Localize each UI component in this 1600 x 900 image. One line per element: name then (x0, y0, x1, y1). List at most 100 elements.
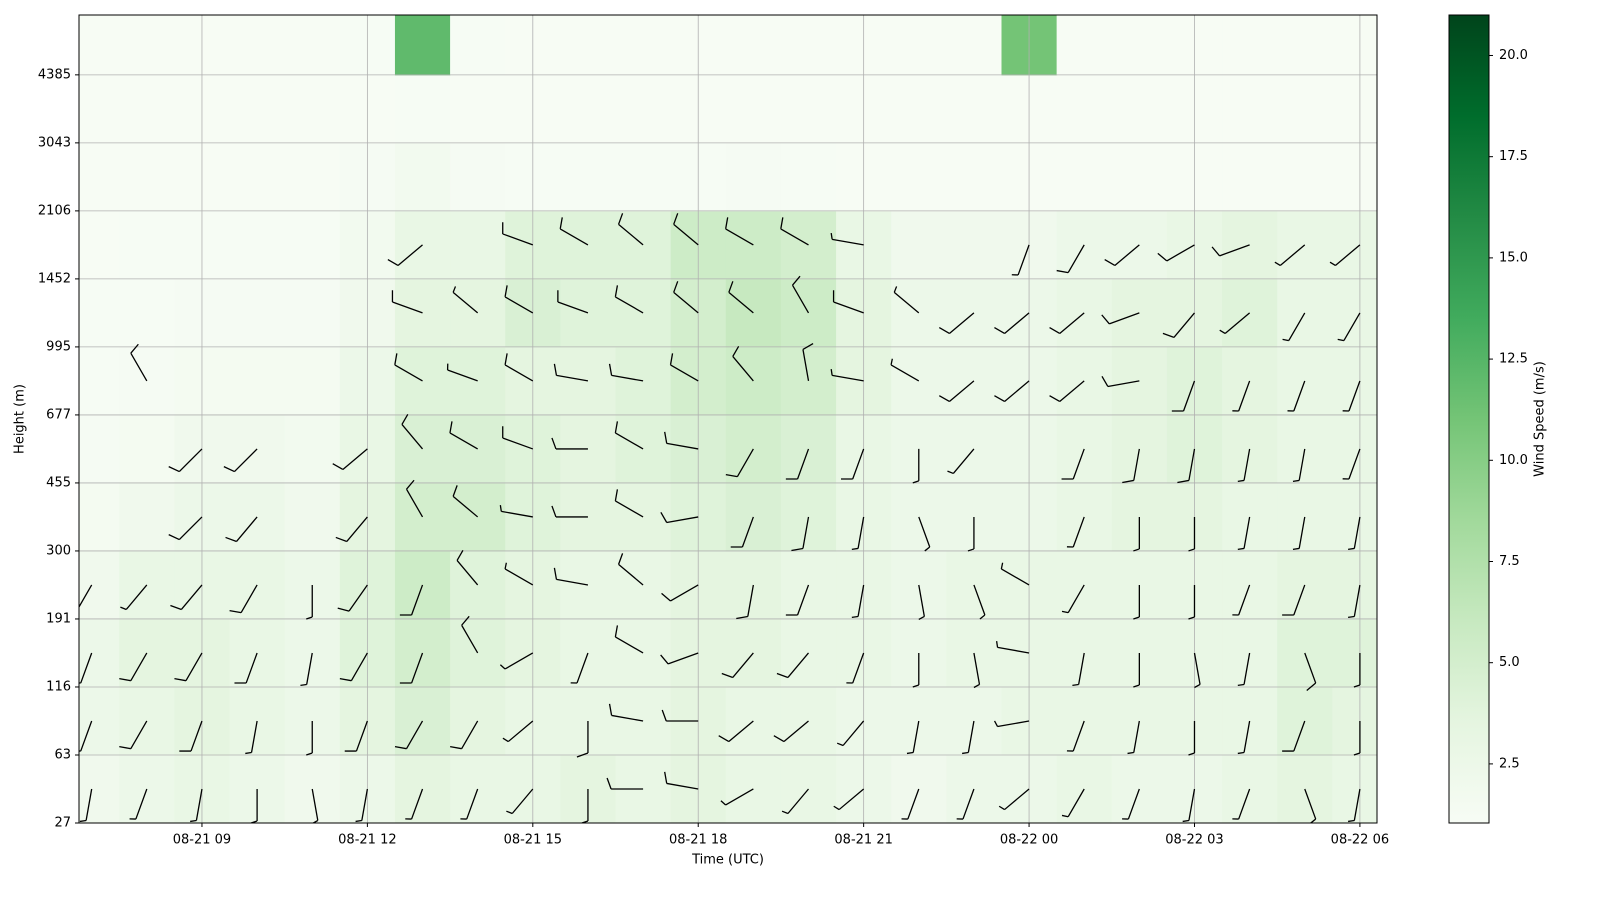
y-axis-label: Height (m) (13, 384, 28, 454)
wind-barb (576, 720, 589, 758)
wind-barb (339, 652, 368, 682)
colorbar-tick-label: 2.5 (1499, 756, 1520, 771)
heat-cell (1332, 278, 1377, 348)
wind-barb (168, 516, 203, 541)
wind-barb (833, 788, 865, 811)
wind-barb (225, 516, 258, 543)
wind-barb (223, 448, 258, 473)
wind-barb (1237, 448, 1251, 483)
wind-barb (1347, 516, 1361, 551)
wind-barb (502, 222, 534, 246)
wind-barb (168, 448, 203, 473)
heat-cell (615, 618, 672, 688)
wind-barb (504, 353, 534, 382)
heat-cell (615, 346, 672, 416)
heat-cell (615, 278, 672, 348)
wind-barb (1127, 720, 1140, 755)
wind-barb (947, 448, 975, 475)
wind-barb (1282, 312, 1306, 342)
heat-cell (560, 278, 617, 348)
heat-cell (1111, 278, 1168, 348)
wind-barb (190, 788, 203, 823)
wind-barb (452, 485, 479, 518)
wind-barb (660, 512, 699, 524)
heat-cell (1056, 278, 1113, 348)
heat-cell (1056, 142, 1113, 212)
wind-barb (732, 345, 754, 382)
heat-cell (119, 142, 175, 212)
wind-barb (1011, 244, 1030, 276)
wind-barb (570, 652, 589, 684)
x-tick-label: 08-22 06 (1331, 833, 1389, 848)
heat-cell (725, 754, 782, 823)
heat-cell (615, 74, 672, 144)
wind-barb (993, 720, 1030, 728)
heat-cell (229, 142, 286, 212)
heat-cell (79, 15, 120, 76)
y-tick-label: 2106 (38, 203, 71, 218)
heat-cell (1332, 210, 1377, 280)
wind-barb (912, 448, 920, 484)
wind-barb (504, 562, 534, 586)
wind-barb (499, 652, 534, 670)
wind-barb (791, 275, 810, 314)
heat-cell (946, 346, 1002, 416)
colorbar-label: Wind Speed (m/s) (1533, 361, 1548, 477)
wind-barb (836, 720, 865, 747)
wind-barb (994, 380, 1030, 403)
wind-barb (664, 431, 699, 450)
wind-barb (728, 281, 754, 314)
wind-barb (912, 652, 920, 688)
heat-cell (394, 278, 451, 348)
heat-cell (394, 142, 451, 212)
y-tick-label: 455 (46, 475, 71, 490)
wind-barb (130, 343, 148, 382)
wind-barb (776, 652, 810, 679)
heat-cell (946, 754, 1002, 823)
wind-barb (1237, 652, 1251, 687)
wind-barb (973, 584, 986, 620)
wind-barb (1188, 720, 1196, 756)
wind-barb (1061, 788, 1085, 818)
heat-cell (1277, 142, 1333, 212)
x-tick-label: 08-21 12 (338, 833, 396, 848)
heat-cell (284, 482, 341, 552)
wind-barb (780, 217, 809, 246)
wind-barb (1101, 312, 1140, 325)
heat-cell (119, 278, 175, 348)
wind-barb (1056, 244, 1085, 274)
wind-barb (664, 771, 699, 790)
wind-barb (394, 720, 424, 750)
y-tick-label: 300 (46, 543, 71, 558)
heat-cell (1332, 550, 1377, 620)
wind-barb (401, 413, 424, 450)
wind-barb (129, 788, 148, 820)
wind-barb (614, 489, 644, 518)
heat-cell (119, 210, 175, 280)
wind-barb (1219, 312, 1251, 335)
heat-cell (1332, 15, 1377, 76)
wind-barbs (79, 213, 1361, 823)
heat-cell (615, 414, 672, 484)
heat-cell (1277, 210, 1333, 280)
wind-barb (721, 652, 754, 679)
heat-cell (1222, 142, 1278, 212)
x-tick-label: 08-21 09 (173, 833, 231, 848)
wind-barb (791, 516, 810, 552)
wind-barb (1177, 448, 1196, 484)
heat-cell (79, 74, 120, 144)
heat-cell (780, 210, 837, 280)
heat-cell (725, 210, 782, 280)
heat-cell (780, 74, 837, 144)
wind-barb (830, 232, 864, 246)
wind-barb (1347, 584, 1361, 619)
wind-barb (335, 516, 368, 543)
wind-barb (306, 720, 313, 756)
heat-cell (1277, 74, 1333, 144)
wind-barb (660, 652, 699, 665)
wind-barb (179, 720, 203, 752)
wind-barb (661, 584, 699, 602)
wind-barb (79, 652, 93, 684)
wind-barb (1337, 312, 1361, 342)
wind-barb (1292, 448, 1306, 483)
